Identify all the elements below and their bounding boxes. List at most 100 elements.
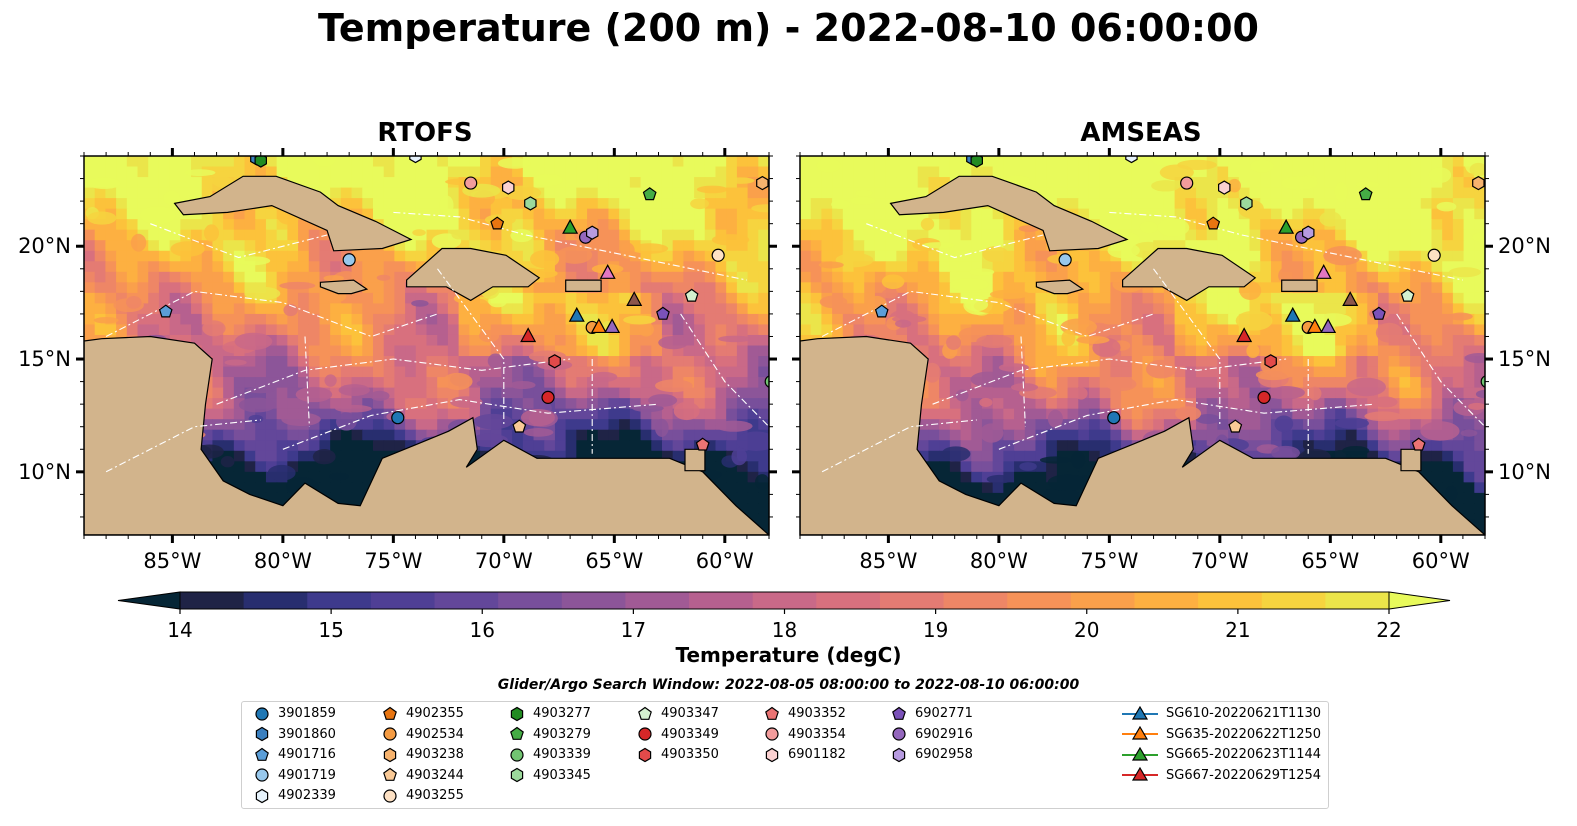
temperature-cell [1313, 334, 1326, 347]
temperature-eddy [747, 260, 764, 271]
temperature-cell [1153, 229, 1165, 241]
temperature-cell [212, 292, 224, 304]
temperature-cell [362, 419, 374, 431]
temperature-cell [1324, 187, 1336, 199]
temperature-cell [191, 219, 203, 231]
temperature-cell [971, 429, 983, 441]
temperature-cell [917, 419, 930, 431]
temperature-cell [1420, 471, 1433, 483]
temperature-cell [661, 208, 674, 220]
temperature-eddy [439, 195, 454, 216]
temperature-cell [1260, 345, 1272, 357]
temperature-cell [94, 282, 106, 294]
temperature-cell [672, 250, 684, 262]
temperature-cell [554, 440, 567, 452]
temperature-cell [544, 324, 556, 336]
temperature-cell [180, 177, 192, 189]
temperature-cell [1313, 440, 1326, 452]
temperature-cell [1377, 229, 1390, 241]
temperature-cell [1442, 187, 1454, 199]
temperature-cell [1185, 324, 1197, 336]
temperature-cell [255, 429, 267, 441]
temperature-cell [864, 208, 876, 220]
temperature-cell [319, 166, 331, 178]
temperature-cell [907, 166, 919, 178]
temperature-cell [405, 377, 417, 389]
temperature-cell [1452, 408, 1465, 420]
temperature-cell [308, 240, 321, 252]
temperature-cell [1452, 156, 1465, 168]
temperature-cell [501, 303, 513, 315]
temperature-cell [276, 303, 288, 315]
temperature-cell [1249, 377, 1261, 389]
temperature-cell [1335, 198, 1347, 210]
temperature-cell [1099, 292, 1111, 304]
temperature-cell [1014, 219, 1026, 231]
temperature-cell [276, 440, 288, 452]
temperature-cell [715, 356, 727, 368]
temperature-cell [1452, 261, 1465, 273]
temperature-cell [512, 166, 524, 178]
temperature-cell [800, 208, 812, 220]
temperature-cell [1153, 166, 1165, 178]
temperature-cell [1163, 356, 1176, 368]
temperature-cell [928, 461, 940, 473]
temperature-cell [394, 187, 406, 199]
temperature-cell [490, 398, 503, 410]
temperature-cell [1442, 366, 1454, 378]
temperature-cell [1345, 408, 1358, 420]
temperature-cell [84, 261, 96, 273]
temperature-cell [1431, 303, 1443, 315]
land [406, 247, 541, 302]
temperature-cell [565, 166, 577, 178]
temperature-cell [1110, 419, 1122, 431]
temperature-cell [1474, 250, 1485, 262]
temperature-cell [522, 208, 535, 220]
temperature-cell [1399, 219, 1411, 231]
temperature-cell [971, 345, 983, 357]
temperature-cell [1078, 377, 1090, 389]
temperature-cell [758, 503, 769, 515]
temperature-cell [1078, 261, 1090, 273]
temperature-cell [1024, 303, 1037, 315]
temperature-eddy [267, 464, 296, 481]
temperature-cell [201, 271, 214, 283]
temperature-cell [330, 408, 342, 420]
temperature-cell [960, 271, 972, 283]
temperature-cell [94, 229, 106, 241]
temperature-cell [651, 429, 663, 441]
temperature-cell [1131, 324, 1144, 336]
temperature-cell [1078, 198, 1090, 210]
temperature-cell [340, 356, 353, 368]
temperature-cell [437, 219, 449, 231]
temperature-cell [949, 461, 962, 473]
temperature-cell [597, 177, 610, 189]
land [84, 335, 769, 535]
temperature-cell [137, 177, 149, 189]
temperature-cell [1399, 356, 1411, 368]
temperature-cell [661, 345, 674, 357]
temperature-cell [116, 313, 128, 326]
temperature-cell [565, 334, 577, 347]
temperature-cell [1345, 177, 1358, 189]
temperature-cell [800, 271, 812, 283]
temperature-cell [981, 240, 994, 252]
temperature-cell [661, 240, 674, 252]
temperature-cell [1388, 366, 1400, 378]
temperature-cell [597, 166, 610, 178]
temperature-cell [116, 292, 128, 304]
temperature-cell [1388, 240, 1400, 252]
temperature-cell [683, 261, 695, 273]
temperature-cell [949, 471, 962, 483]
temperature-cell [512, 408, 524, 420]
temperature-cell [180, 303, 192, 315]
temperature-cell [1153, 408, 1165, 420]
temperature-cell [1014, 271, 1026, 283]
temperature-cell [501, 282, 513, 294]
temperature-cell [522, 313, 535, 326]
temperature-cell [1196, 356, 1208, 368]
temperature-cell [94, 198, 106, 210]
temperature-cell [1431, 387, 1443, 399]
temperature-cell [1452, 387, 1465, 399]
temperature-cell [1292, 356, 1304, 368]
